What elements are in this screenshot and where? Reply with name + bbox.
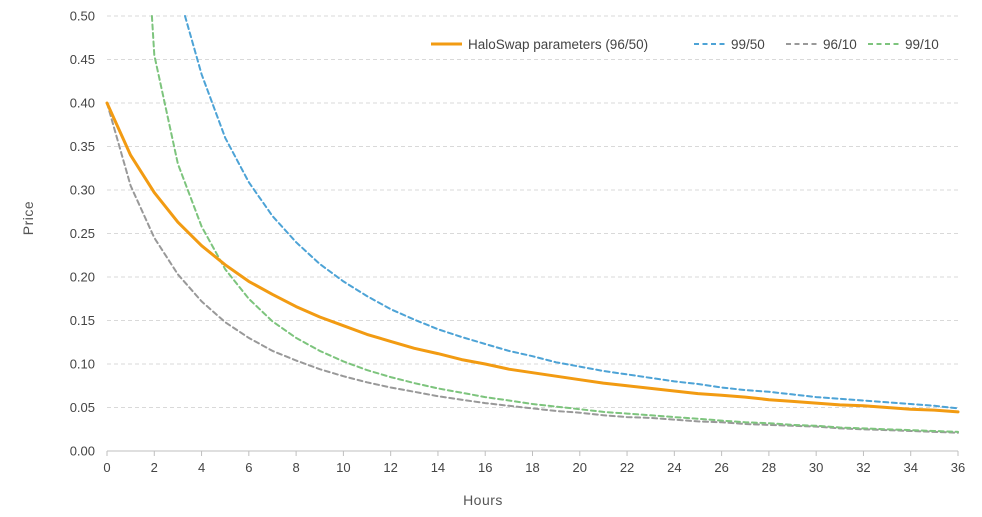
x-tick-label: 0 xyxy=(103,460,110,475)
legend-label: HaloSwap parameters (96/50) xyxy=(468,37,648,52)
x-tick-label: 36 xyxy=(951,460,965,475)
legend: HaloSwap parameters (96/50) 99/50 96/10 99/… xyxy=(431,37,939,52)
legend-label: 99/50 xyxy=(731,37,765,52)
x-tick-label: 28 xyxy=(762,460,776,475)
x-tick-label: 4 xyxy=(198,460,205,475)
y-tick-label: 0.15 xyxy=(70,313,95,328)
x-tick-label: 16 xyxy=(478,460,492,475)
x-tick-label: 26 xyxy=(714,460,728,475)
x-tick-label: 10 xyxy=(336,460,350,475)
series-line-99-10 xyxy=(150,15,959,433)
x-tick-label: 32 xyxy=(856,460,870,475)
y-tick-label: 0.35 xyxy=(70,139,95,154)
y-tick-label: 0.40 xyxy=(70,96,95,111)
x-tick-label: 22 xyxy=(620,460,634,475)
x-tick-label: 30 xyxy=(809,460,823,475)
x-tick-label: 12 xyxy=(383,460,397,475)
legend-label: 99/10 xyxy=(905,37,939,52)
series-line-99-50 xyxy=(184,15,959,410)
y-tick-label: 0.05 xyxy=(70,400,95,415)
x-axis-title: Hours xyxy=(463,492,503,508)
y-tick-label: 0.45 xyxy=(70,52,95,67)
grid-lines xyxy=(107,15,958,408)
series-lines xyxy=(105,15,960,434)
x-tick-label: 8 xyxy=(292,460,299,475)
y-tick-label: 0.00 xyxy=(70,444,95,459)
series-line-haloswap-96-50 xyxy=(105,101,960,414)
x-tick-label: 6 xyxy=(245,460,252,475)
y-tick-label: 0.50 xyxy=(70,9,95,24)
x-tick-label: 2 xyxy=(151,460,158,475)
x-tick-label: 18 xyxy=(525,460,539,475)
y-tick-label: 0.25 xyxy=(70,226,95,241)
y-tick-label: 0.30 xyxy=(70,183,95,198)
x-tick-label: 34 xyxy=(903,460,917,475)
x-tick-label: 20 xyxy=(573,460,587,475)
x-tick-label: 24 xyxy=(667,460,681,475)
legend-label: 96/10 xyxy=(823,37,857,52)
x-tick-label: 14 xyxy=(431,460,445,475)
y-tick-label: 0.20 xyxy=(70,270,95,285)
y-axis-ticks: 0.00 0.05 0.10 0.15 0.20 0.25 0.30 0.35 0.40 0.45… xyxy=(70,9,95,459)
y-axis-title: Price xyxy=(20,201,36,235)
series-line-96-10 xyxy=(106,102,959,434)
x-axis-ticks: 0 2 4 6 8 10 12 14 16 18 20 22 24 26 28 30 32 34 36 xyxy=(103,451,965,475)
y-tick-label: 0.10 xyxy=(70,357,95,372)
